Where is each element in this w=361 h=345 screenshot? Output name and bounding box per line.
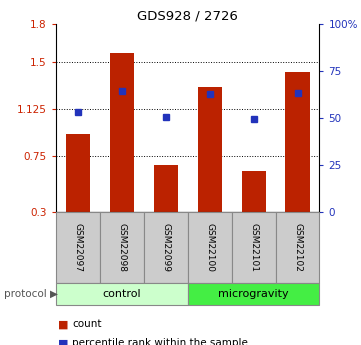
Text: GSM22099: GSM22099 xyxy=(161,223,170,272)
Text: ■: ■ xyxy=(58,338,68,345)
Text: GSM22101: GSM22101 xyxy=(249,223,258,272)
Bar xyxy=(110,53,134,212)
Title: GDS928 / 2726: GDS928 / 2726 xyxy=(137,10,238,23)
Text: percentile rank within the sample: percentile rank within the sample xyxy=(72,338,248,345)
Text: control: control xyxy=(103,289,141,299)
Text: microgravity: microgravity xyxy=(218,289,289,299)
Text: GSM22098: GSM22098 xyxy=(117,223,126,272)
Bar xyxy=(242,171,266,212)
Text: ■: ■ xyxy=(58,319,68,329)
Bar xyxy=(197,87,222,212)
Bar xyxy=(66,135,90,212)
Bar xyxy=(286,72,310,212)
Text: protocol ▶: protocol ▶ xyxy=(4,289,58,299)
Text: GSM22100: GSM22100 xyxy=(205,223,214,272)
Text: GSM22102: GSM22102 xyxy=(293,223,302,272)
Text: count: count xyxy=(72,319,102,329)
Bar xyxy=(154,165,178,212)
Text: GSM22097: GSM22097 xyxy=(73,223,82,272)
